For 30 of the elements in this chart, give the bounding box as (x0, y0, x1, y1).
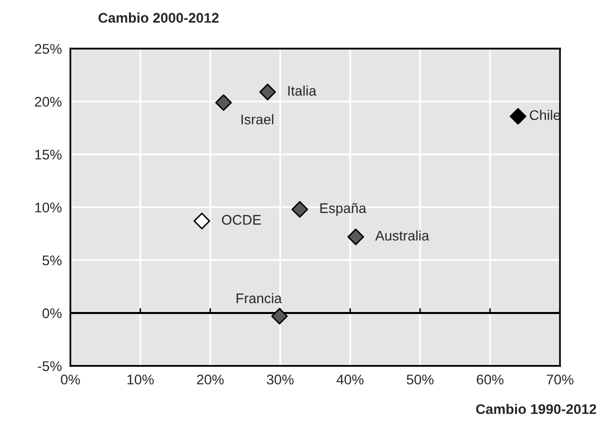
x-axis-title: Cambio 1990-2012 (476, 404, 596, 414)
x-tick-label: 20% (197, 374, 224, 384)
x-tick-label: 60% (476, 374, 504, 384)
point (259, 84, 276, 100)
point (347, 228, 364, 246)
x-tick-label: 0% (60, 374, 80, 384)
point (271, 308, 288, 324)
y-tick-label: 0% (42, 308, 62, 318)
y-tick-label: 15% (35, 150, 62, 160)
series-label: Australia (375, 230, 430, 241)
series-label: Italia (288, 86, 316, 96)
y-tick-label: 10% (35, 202, 62, 212)
point (194, 212, 210, 230)
y-axis-title: Cambio 2000-2012 (98, 12, 219, 23)
point (215, 94, 232, 111)
x-tick-label: 40% (336, 374, 364, 384)
y-tick-label: 20% (34, 96, 62, 107)
x-tick-label: 70% (546, 374, 574, 384)
y-tick-label: 5% (42, 256, 62, 266)
x-tick-label: 30% (266, 374, 294, 384)
series-label: Francia (236, 293, 282, 304)
y-tick-label: 25% (34, 44, 62, 54)
point (510, 108, 526, 125)
point (291, 201, 308, 218)
x-tick-label: 50% (406, 374, 434, 384)
x-tick-label: 10% (127, 374, 154, 384)
y-tick-label: -5% (38, 361, 62, 372)
series-label: Israel (242, 114, 274, 124)
series-label: España (320, 203, 366, 216)
series-label: OCDE (222, 214, 261, 225)
